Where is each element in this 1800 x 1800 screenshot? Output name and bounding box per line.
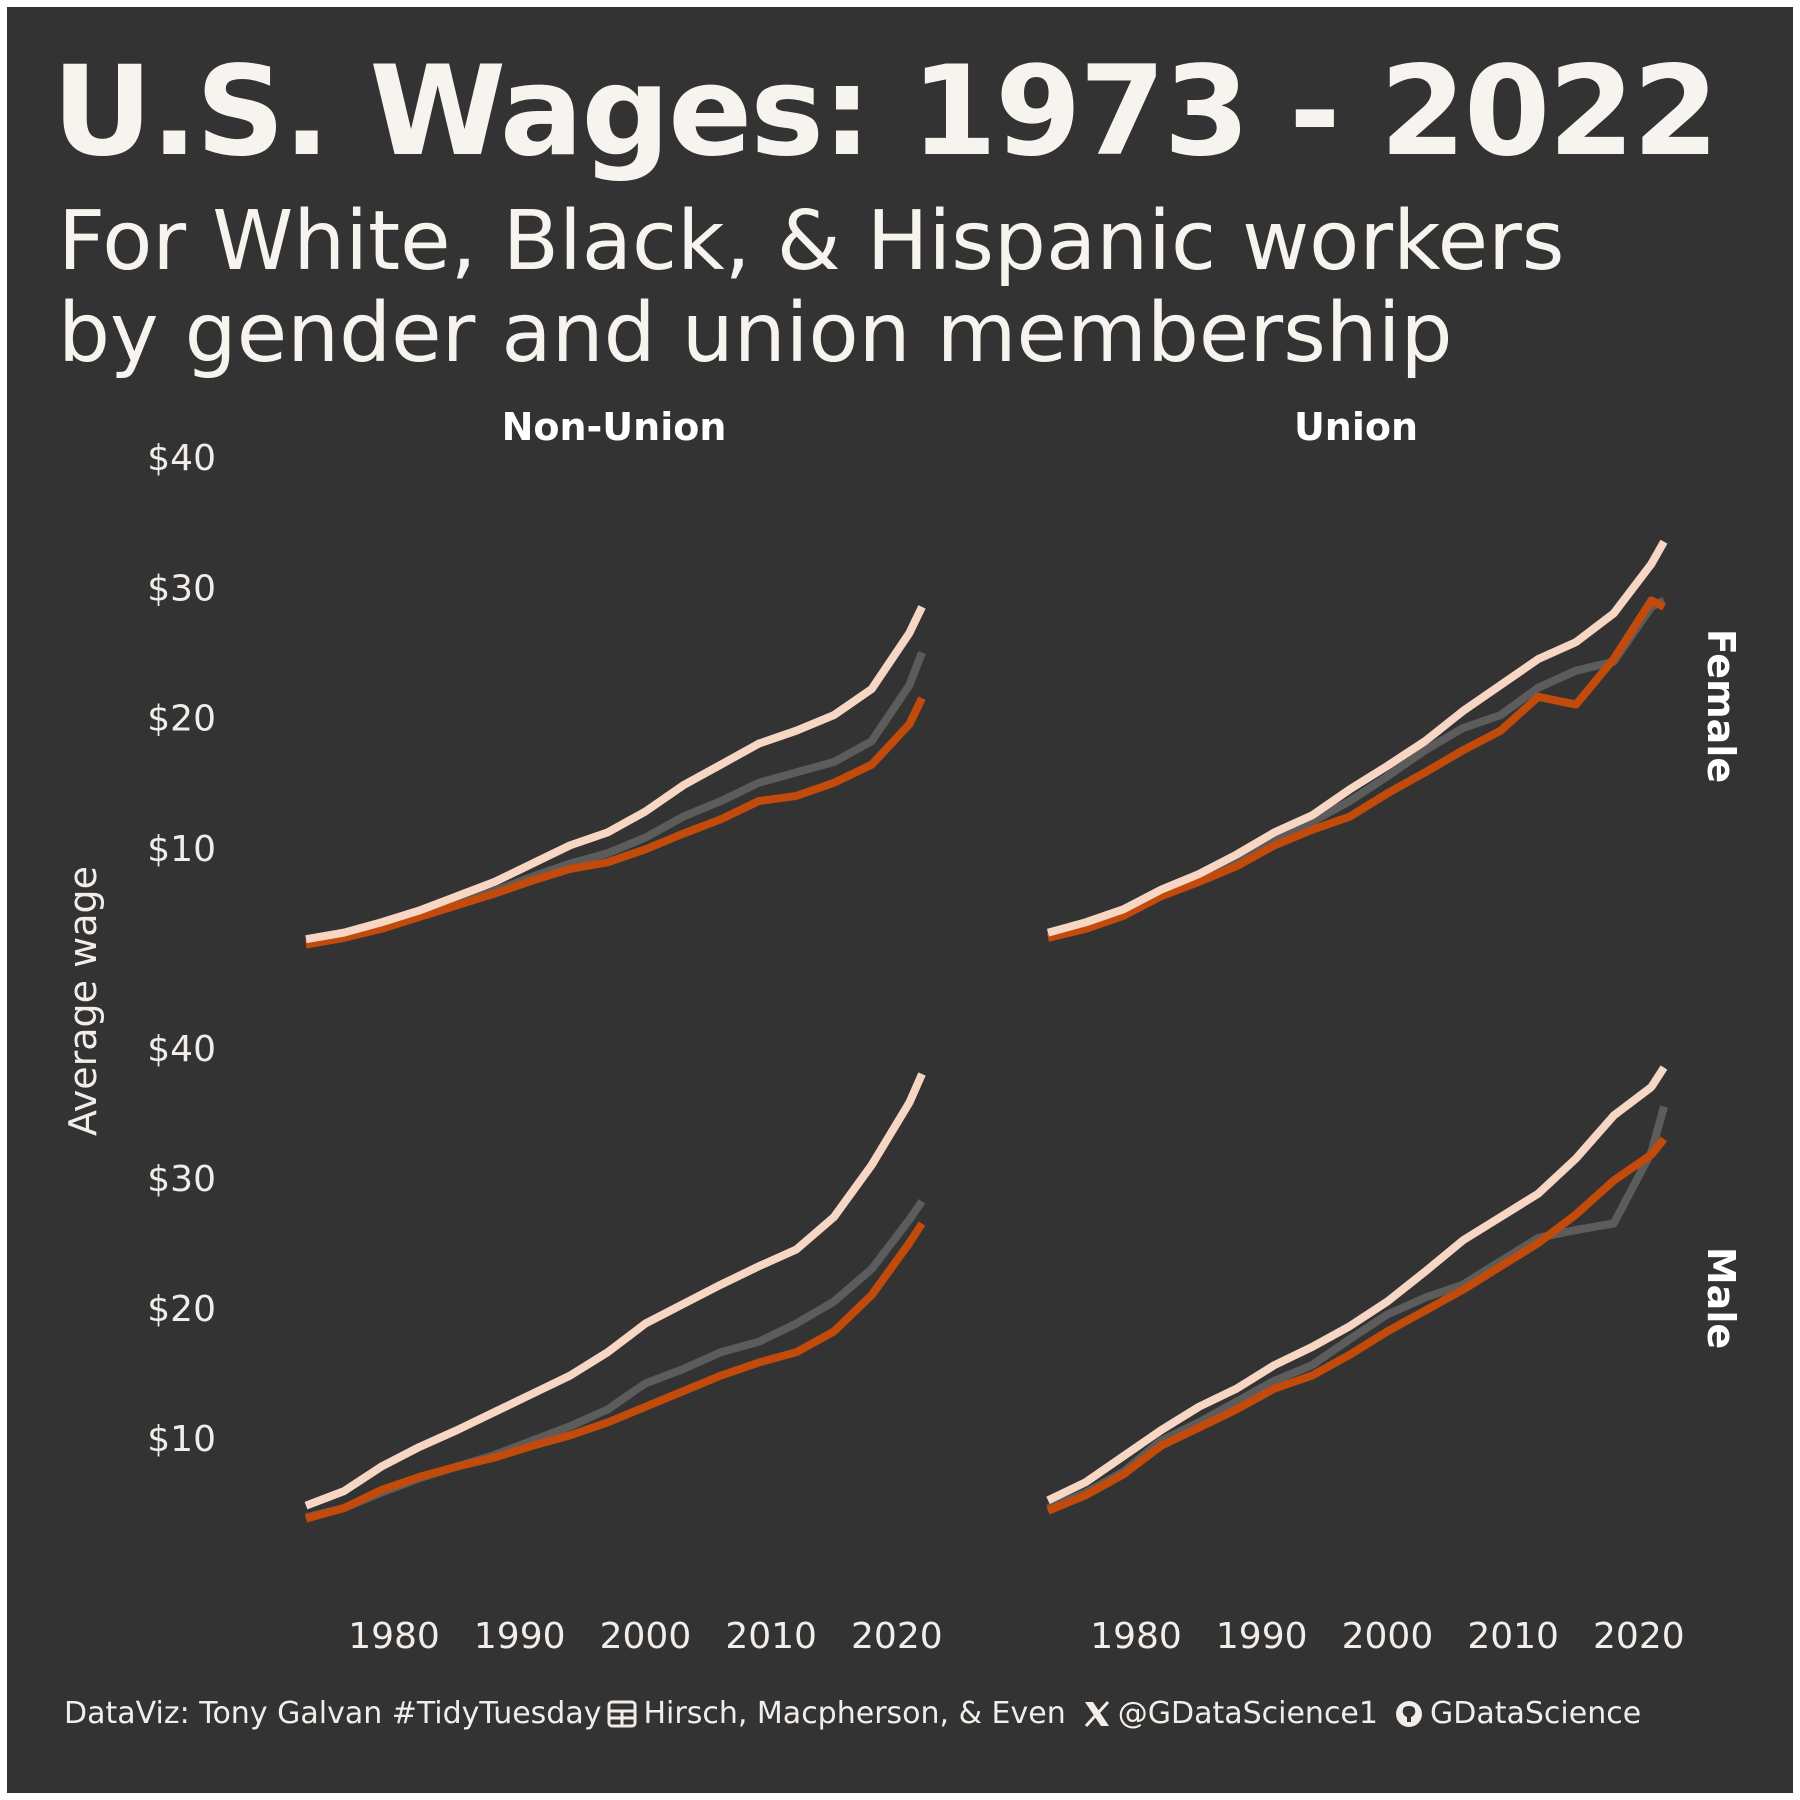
x-tick-label: 1980 bbox=[1090, 1616, 1182, 1657]
table-icon bbox=[607, 1700, 637, 1727]
y-tick-label: $30 bbox=[147, 1159, 216, 1200]
series-line-hispanic-union-male bbox=[1046, 1136, 1668, 1515]
series-line-black-non-union-male bbox=[305, 1199, 926, 1522]
caption-github-handle: GDataScience bbox=[1429, 1696, 1642, 1731]
x-tick-label: 1980 bbox=[348, 1616, 440, 1657]
y-tick-label: $20 bbox=[147, 699, 216, 740]
x-tick-label: 2020 bbox=[851, 1616, 943, 1657]
facet-label-union: Union bbox=[1294, 405, 1418, 449]
facet-label-male: Male bbox=[1699, 1247, 1743, 1349]
y-tick-label: $20 bbox=[147, 1289, 216, 1330]
chart-title: U.S. Wages: 1973 - 2022 bbox=[52, 40, 1719, 184]
series-line-white-non-union-male bbox=[304, 1072, 926, 1510]
chart-subtitle: For White, Black, & Hispanic workers by … bbox=[58, 196, 1565, 380]
series-line-white-union-male bbox=[1046, 1065, 1668, 1505]
series-line-white-union-female bbox=[1046, 539, 1668, 937]
y-tick-label: $40 bbox=[147, 438, 216, 479]
caption: DataViz: Tony Galvan #TidyTuesday Hirsch… bbox=[64, 1696, 1641, 1731]
series-line-hispanic-non-union-male bbox=[304, 1221, 926, 1523]
x-tick-label: 1990 bbox=[1216, 1616, 1308, 1657]
x-tick-label: 2020 bbox=[1593, 1616, 1685, 1657]
y-tick-label: $40 bbox=[147, 1029, 216, 1070]
y-tick-label: $30 bbox=[147, 568, 216, 609]
series-line-black-non-union-female bbox=[305, 651, 926, 949]
series-line-hispanic-union-female bbox=[1047, 596, 1666, 942]
caption-credit: DataViz: Tony Galvan #TidyTuesday bbox=[64, 1696, 602, 1731]
x-tick-label: 2010 bbox=[1467, 1616, 1559, 1657]
subtitle-line-2: by gender and union membership bbox=[58, 286, 1453, 381]
series-line-white-non-union-female bbox=[305, 605, 926, 944]
x-tick-label: 2000 bbox=[600, 1616, 692, 1657]
y-tick-label: $10 bbox=[147, 829, 216, 870]
facet-label-non-union: Non-Union bbox=[502, 405, 727, 449]
y-axis-label: Average wage bbox=[61, 866, 105, 1136]
series-line-black-union-female bbox=[1047, 596, 1666, 940]
y-tick-label: $10 bbox=[147, 1419, 216, 1460]
chart-background bbox=[7, 7, 1793, 1793]
caption-source: Hirsch, Macpherson, & Even bbox=[643, 1696, 1066, 1731]
x-logo-icon bbox=[1084, 1700, 1109, 1727]
subtitle-line-1: For White, Black, & Hispanic workers bbox=[58, 194, 1565, 289]
x-tick-label: 1990 bbox=[474, 1616, 566, 1657]
x-tick-label: 2010 bbox=[725, 1616, 817, 1657]
x-tick-label: 2000 bbox=[1342, 1616, 1434, 1657]
caption-twitter-handle: @GDataScience1 bbox=[1117, 1696, 1378, 1731]
github-icon bbox=[1395, 1700, 1422, 1727]
facet-label-female: Female bbox=[1699, 629, 1743, 783]
series-line-hispanic-non-union-female bbox=[305, 696, 926, 949]
